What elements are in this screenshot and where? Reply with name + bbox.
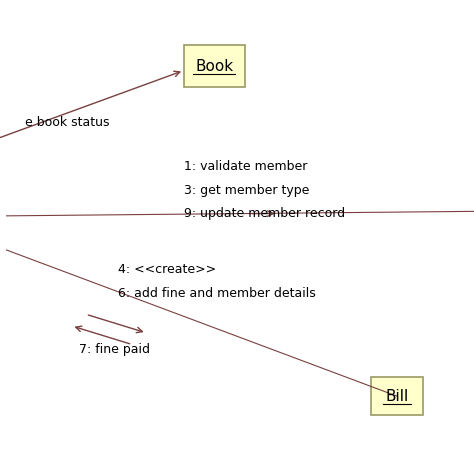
Text: 3: get member type: 3: get member type (184, 184, 310, 197)
Text: Book: Book (195, 59, 233, 74)
Text: 1: validate member: 1: validate member (184, 160, 307, 173)
Text: 6: add fine and member details: 6: add fine and member details (118, 287, 316, 300)
Text: 9: update member record: 9: update member record (184, 207, 345, 220)
Text: e book status: e book status (25, 117, 109, 129)
Text: 4: <<create>>: 4: <<create>> (118, 263, 217, 276)
FancyBboxPatch shape (184, 45, 245, 87)
Text: Bill: Bill (385, 389, 409, 403)
FancyBboxPatch shape (371, 377, 422, 415)
Text: 7: fine paid: 7: fine paid (79, 343, 150, 356)
